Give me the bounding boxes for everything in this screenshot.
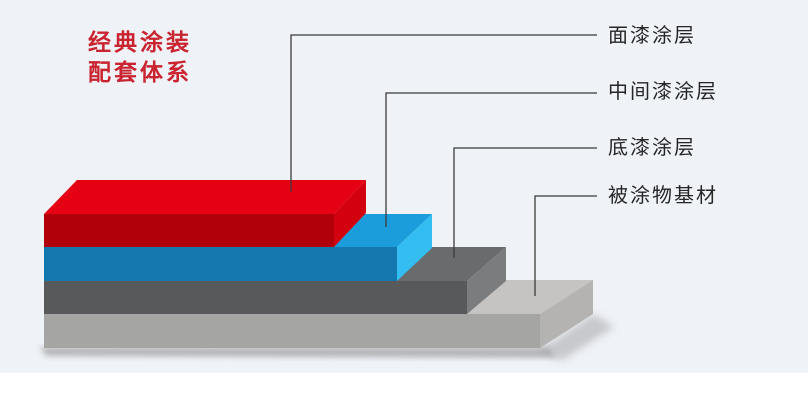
stack-shadow-bottom [40, 347, 556, 358]
primer-side-face [467, 247, 506, 314]
substrate-side-face [540, 280, 593, 348]
substrate-front-face [44, 314, 540, 348]
midcoat-front-face [44, 247, 397, 281]
leader-line-midcoat [385, 92, 597, 227]
leader-line-primer [453, 147, 597, 258]
label-midcoat: 中间漆涂层 [608, 81, 718, 103]
bottom-white-strip [0, 373, 808, 419]
label-primer: 底漆涂层 [608, 137, 696, 159]
diagram-title-line2: 配套体系 [88, 59, 192, 85]
leader-line-substrate [534, 195, 597, 296]
topcoat-top-face [44, 180, 366, 214]
topcoat-side-face [334, 180, 366, 247]
primer-front-face [44, 281, 467, 314]
leader-line-topcoat [290, 34, 597, 192]
stack-shadow-right [541, 314, 614, 361]
diagram-title: 经典涂装 配套体系 [88, 27, 192, 87]
midcoat-side-face [397, 214, 432, 281]
label-substrate: 被涂物基材 [608, 185, 718, 207]
label-topcoat: 面漆涂层 [608, 25, 696, 47]
diagram-title-line1: 经典涂装 [88, 29, 192, 55]
topcoat-front-face [44, 214, 334, 247]
topcoat-layer [44, 180, 366, 247]
